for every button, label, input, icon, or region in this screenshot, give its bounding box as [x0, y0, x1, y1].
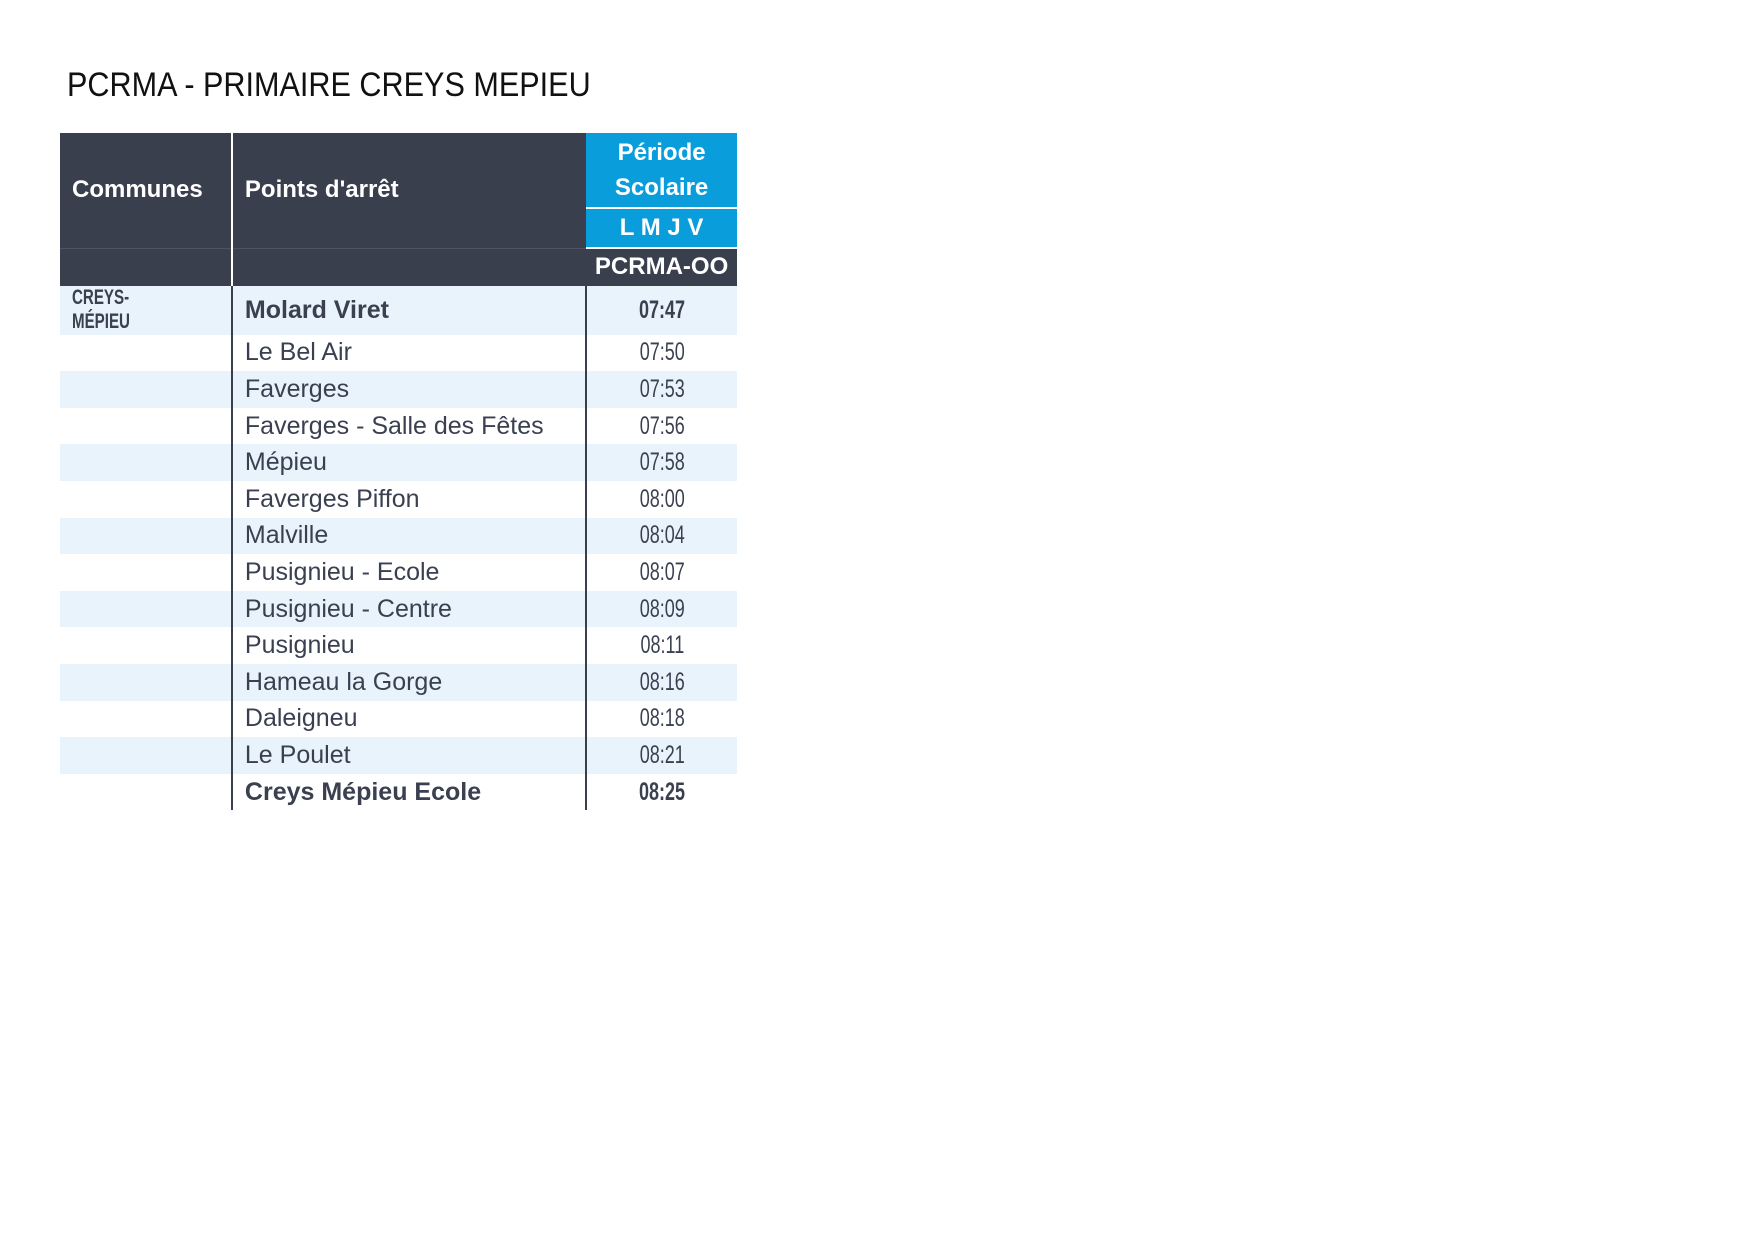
header-points: Points d'arrêt: [230, 133, 587, 249]
commune-cell: [60, 334, 232, 372]
commune-cell: [60, 773, 232, 811]
stop-name: Mépieu: [230, 444, 587, 481]
timetable: Communes Points d'arrêt Période Scolaire…: [60, 133, 737, 811]
stop-name: Faverges Piffon: [230, 480, 587, 518]
commune-cell: [60, 407, 232, 445]
departure-time: 07:56: [639, 411, 685, 440]
table-row: Daleigneu 08:18: [60, 700, 737, 738]
time-cell: 08:21: [585, 737, 737, 774]
header-blank: [230, 248, 587, 286]
time-cell: 07:50: [585, 334, 737, 372]
table-row: Mépieu 07:58: [60, 444, 737, 481]
departure-time: 07:53: [639, 374, 685, 403]
departure-time: 07:47: [639, 295, 686, 324]
time-cell: 08:11: [585, 627, 737, 664]
time-cell: 08:18: [585, 700, 737, 738]
departure-time: 08:11: [640, 631, 684, 660]
table-row: Faverges 07:53: [60, 371, 737, 408]
commune-cell: [60, 737, 232, 774]
departure-time: 08:07: [639, 557, 685, 586]
table-row: Pusignieu 08:11: [60, 627, 737, 664]
commune-cell: [60, 444, 232, 481]
table-row: Faverges - Salle des Fêtes 07:56: [60, 407, 737, 445]
table-row: Pusignieu - Centre 08:09: [60, 590, 737, 628]
time-cell: 07:53: [585, 371, 737, 408]
time-cell: 08:25: [585, 773, 737, 811]
stop-name: Pusignieu - Centre: [230, 590, 587, 628]
departure-time: 07:58: [639, 448, 685, 477]
departure-time: 08:25: [639, 777, 686, 806]
header-days: L M J V: [586, 207, 737, 250]
departure-time: 08:04: [639, 521, 685, 550]
departure-time: 08:09: [639, 594, 685, 623]
commune-cell: CREYS-MÉPIEU: [60, 285, 232, 335]
commune-cell: [60, 517, 232, 555]
table-row: Hameau la Gorge 08:16: [60, 663, 737, 701]
time-cell: 07:56: [585, 407, 737, 445]
page-title: PCRMA - PRIMAIRE CREYS MEPIEU: [67, 66, 591, 104]
commune-cell: [60, 627, 232, 664]
stop-name: Faverges: [230, 371, 587, 408]
time-cell: 08:00: [585, 480, 737, 518]
departure-time: 08:21: [639, 740, 685, 769]
header-periode: Période Scolaire: [586, 133, 737, 209]
commune-cell: [60, 700, 232, 738]
time-cell: 08:07: [585, 554, 737, 591]
commune-cell: [60, 663, 232, 701]
table-row: Pusignieu - Ecole 08:07: [60, 554, 737, 591]
stop-name: Creys Mépieu Ecole: [230, 773, 587, 811]
table-row: CREYS-MÉPIEU Molard Viret 07:47: [60, 285, 737, 335]
stop-name: Le Poulet: [230, 737, 587, 774]
stop-name: Pusignieu - Ecole: [230, 554, 587, 591]
stop-name: Malville: [230, 517, 587, 555]
table-row: Le Bel Air 07:50: [60, 334, 737, 372]
table-row: Creys Mépieu Ecole 08:25: [60, 773, 737, 811]
commune-cell: [60, 590, 232, 628]
departure-time: 08:16: [639, 667, 685, 696]
commune-cell: [60, 480, 232, 518]
commune-cell: [60, 371, 232, 408]
header-course: PCRMA-OO: [586, 248, 737, 286]
departure-time: 08:18: [639, 704, 685, 733]
stop-name: Molard Viret: [230, 285, 587, 335]
stop-name: Hameau la Gorge: [230, 663, 587, 701]
time-cell: 07:58: [585, 444, 737, 481]
stop-name: Pusignieu: [230, 627, 587, 664]
time-cell: 07:47: [585, 285, 737, 335]
time-cell: 08:16: [585, 663, 737, 701]
commune-name: CREYS-MÉPIEU: [72, 285, 130, 333]
stop-name: Le Bel Air: [230, 334, 587, 372]
header-communes: Communes: [60, 133, 232, 249]
time-cell: 08:09: [585, 590, 737, 628]
commune-cell: [60, 554, 232, 591]
table-row: Malville 08:04: [60, 517, 737, 555]
table-row: Le Poulet 08:21: [60, 737, 737, 774]
stop-name: Faverges - Salle des Fêtes: [230, 407, 587, 445]
table-row: Faverges Piffon 08:00: [60, 480, 737, 518]
header-blank: [60, 248, 232, 286]
stop-name: Daleigneu: [230, 700, 587, 738]
time-cell: 08:04: [585, 517, 737, 555]
departure-time: 07:50: [639, 338, 685, 367]
departure-time: 08:00: [639, 484, 685, 513]
